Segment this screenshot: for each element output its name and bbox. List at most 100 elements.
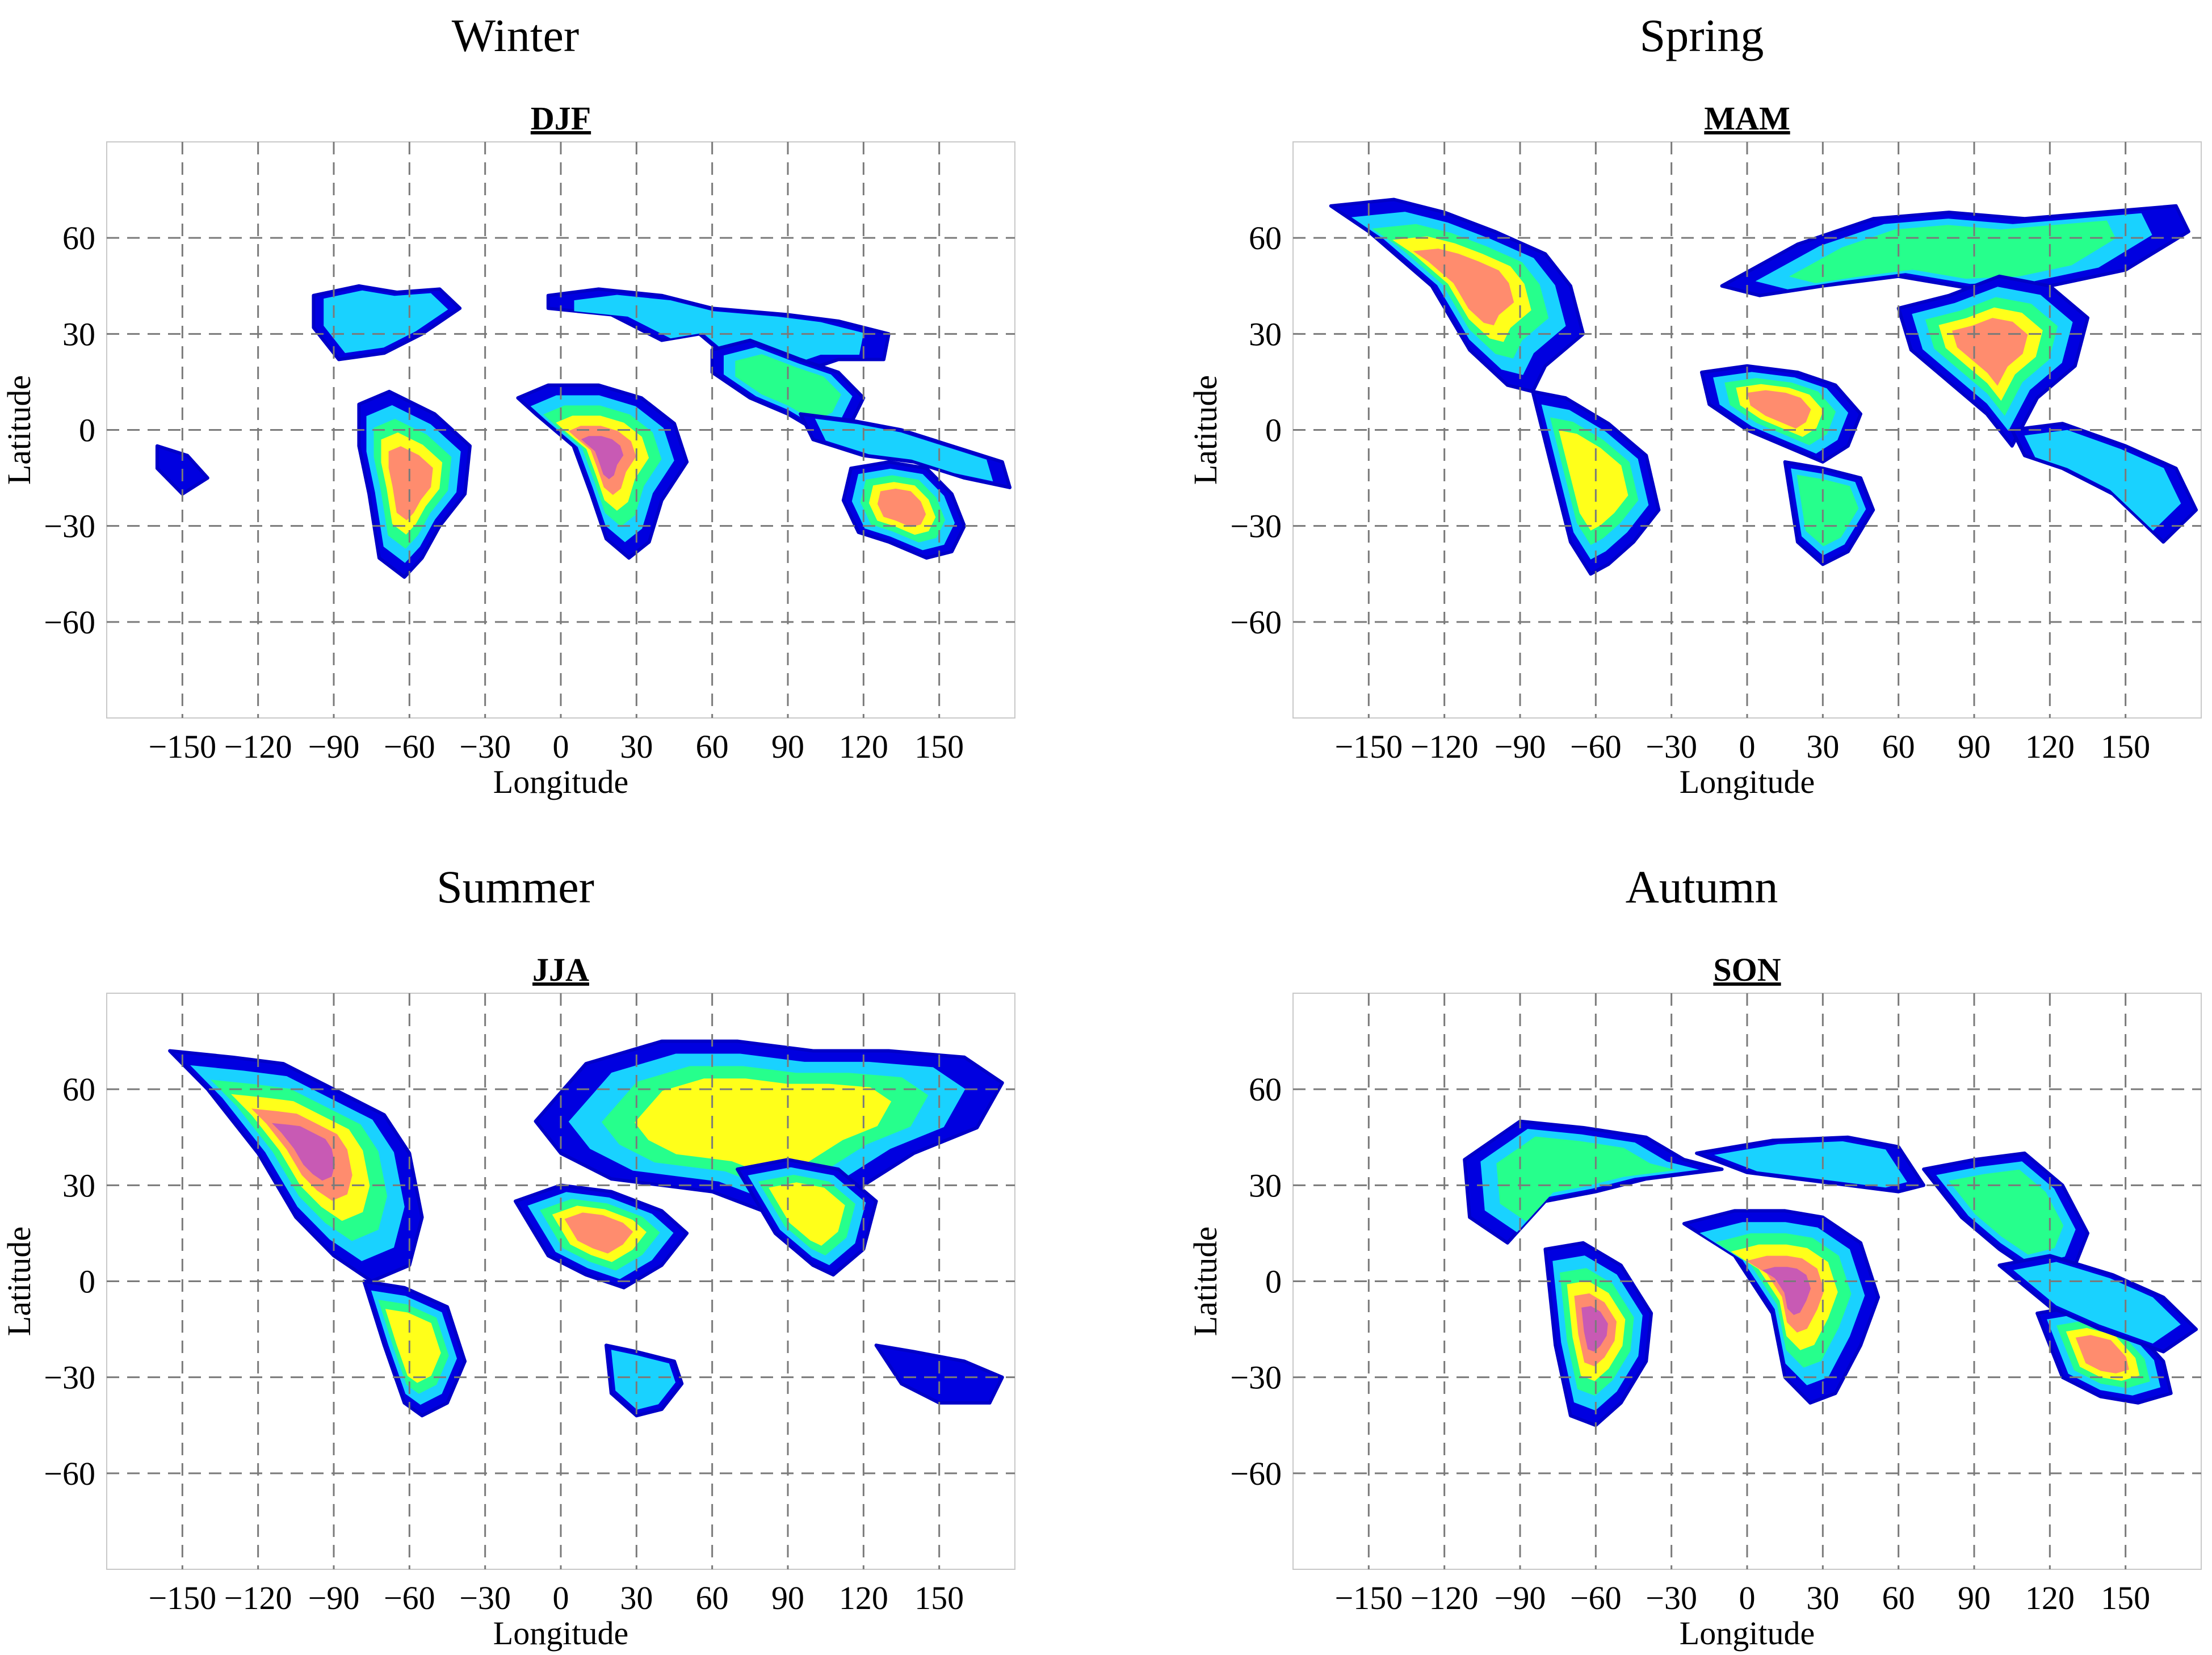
x-tick-label: 30 [1806, 1580, 1839, 1616]
contour-region-level-6 [271, 1123, 335, 1181]
x-tick-label: −120 [1411, 728, 1479, 765]
x-tick-label: −120 [1411, 1580, 1479, 1616]
contour-region-level-2 [574, 295, 864, 366]
contour-region-level-1 [874, 1343, 1004, 1405]
x-tick-label: −30 [1646, 728, 1697, 765]
x-tick-label: 60 [696, 728, 729, 765]
x-tick-label: −90 [1495, 1580, 1546, 1616]
y-tick-label: 60 [62, 1071, 95, 1108]
x-axis-label: Longitude [493, 763, 628, 800]
x-tick-label: 120 [2025, 1580, 2075, 1616]
contour-region-level-5 [564, 1212, 633, 1254]
x-tick-label: 150 [2101, 728, 2150, 765]
x-tick-label: 60 [1882, 728, 1915, 765]
contour-layer [155, 284, 1012, 579]
contour-region-level-6 [581, 436, 624, 480]
y-tick-label: 30 [1249, 1167, 1282, 1204]
contour-region-level-2 [324, 290, 448, 353]
contour-layer [1463, 1119, 2198, 1427]
contour-region-level-4 [1559, 430, 1628, 531]
x-tick-label: −60 [384, 728, 435, 765]
x-tick-label: −30 [1646, 1580, 1697, 1616]
contour-region-level-5 [1747, 390, 1811, 429]
y-tick-label: 0 [1265, 1263, 1282, 1300]
x-tick-label: 30 [620, 1580, 653, 1616]
y-tick-label: 60 [1249, 220, 1282, 257]
x-tick-label: 120 [839, 1580, 888, 1616]
x-tick-label: −60 [1570, 728, 1622, 765]
x-tick-label: −150 [148, 1580, 216, 1616]
x-tick-label: 90 [1958, 1580, 1991, 1616]
x-tick-label: −120 [224, 728, 292, 765]
x-tick-label: 60 [696, 1580, 729, 1616]
panel-title: DJF [531, 100, 591, 137]
x-tick-label: 0 [553, 728, 569, 765]
x-tick-label: 150 [914, 1580, 964, 1616]
contour-region-level-6 [1762, 1267, 1811, 1315]
y-tick-label: −60 [1230, 604, 1282, 641]
x-tick-label: −90 [1495, 728, 1546, 765]
season-title: Summer [436, 861, 594, 913]
y-tick-label: −60 [44, 604, 95, 641]
contour-region-level-5 [1413, 249, 1514, 326]
contour-layer [1329, 198, 2198, 576]
x-tick-label: 90 [1958, 728, 1991, 765]
y-tick-label: 0 [79, 1263, 95, 1300]
x-tick-label: −120 [224, 1580, 292, 1616]
y-tick-label: 30 [62, 316, 95, 352]
contour-region-level-4 [385, 1309, 441, 1383]
contour-region-level-6 [1581, 1306, 1608, 1352]
contour-region-level-3 [1949, 1169, 2064, 1255]
season-title: Spring [1640, 10, 1764, 61]
y-tick-label: −30 [44, 1359, 95, 1396]
x-tick-label: 30 [620, 728, 653, 765]
panel-son: Autumn SON −150 −120 −90 −60 −30 0 30 60 90 120 150 6… [1187, 861, 2202, 1652]
x-tick-label: −30 [459, 1580, 511, 1616]
contour-region-level-5 [1952, 318, 2028, 386]
panel-jja: Summer JJA −150 −120 −90 −60 −30 0 30 60 90 120 150 6… [1, 861, 1015, 1652]
x-tick-label: 0 [1739, 728, 1756, 765]
contour-region-level-2 [2013, 1262, 2181, 1344]
contour-region-level-2 [611, 1350, 676, 1410]
x-tick-label: 150 [2101, 1580, 2150, 1616]
x-tick-label: −60 [1570, 1580, 1622, 1616]
y-tick-label: −60 [1230, 1455, 1282, 1492]
panel-mam: Spring MAM −150 −120 −90 −60 −30 0 30 60 90 120 150 6… [1187, 10, 2202, 800]
y-axis-label: Latitude [1187, 1226, 1224, 1336]
x-axis-label: Longitude [493, 1615, 628, 1652]
contour-region-level-2 [2024, 430, 2181, 531]
panel-djf: Winter DJF −150 −120 −90 −60 −30 0 30 60 90 120 150 6… [1, 10, 1015, 800]
contour-region-level-3 [1797, 474, 1859, 547]
x-tick-label: 150 [914, 728, 964, 765]
x-tick-label: 90 [771, 728, 804, 765]
x-tick-label: 0 [1739, 1580, 1756, 1616]
contour-layer [168, 1039, 1004, 1418]
panel-title: JJA [532, 951, 589, 988]
x-tick-label: 60 [1882, 1580, 1915, 1616]
y-tick-label: 0 [79, 412, 95, 449]
y-axis-label: Latitude [1187, 375, 1224, 485]
x-tick-label: −90 [308, 1580, 360, 1616]
x-tick-label: 0 [553, 1580, 569, 1616]
x-tick-label: −60 [384, 1580, 435, 1616]
contour-region-level-2 [815, 418, 993, 482]
y-axis-label: Latitude [1, 375, 37, 485]
x-tick-label: 120 [2025, 728, 2075, 765]
x-tick-label: −90 [308, 728, 360, 765]
contour-region-level-5 [877, 488, 926, 527]
y-tick-label: −30 [1230, 508, 1282, 545]
panel-title: SON [1713, 951, 1781, 988]
x-tick-label: −150 [148, 728, 216, 765]
y-tick-label: 30 [62, 1167, 95, 1204]
contour-region-level-3 [1496, 1136, 1677, 1222]
x-tick-label: 120 [839, 728, 888, 765]
y-tick-label: 30 [1249, 316, 1282, 352]
x-tick-label: −150 [1334, 728, 1403, 765]
y-tick-label: 0 [1265, 412, 1282, 449]
contour-region-level-4 [635, 1078, 892, 1175]
x-tick-label: −30 [459, 728, 511, 765]
y-tick-label: −30 [1230, 1359, 1282, 1396]
season-title: Autumn [1626, 861, 1778, 913]
y-tick-label: 60 [62, 220, 95, 257]
